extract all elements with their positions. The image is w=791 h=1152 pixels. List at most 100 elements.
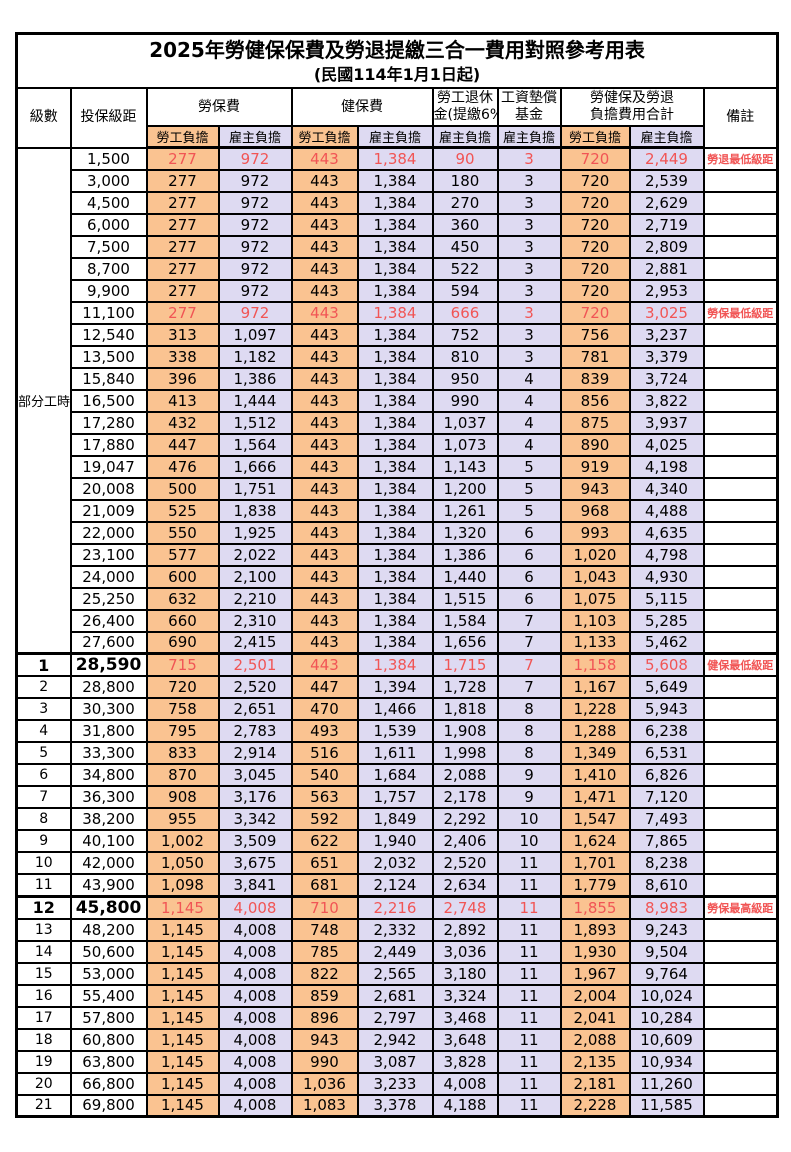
cell-health-employer: 1,384 xyxy=(356,322,434,347)
cell-bracket: 57,800 xyxy=(69,1005,148,1030)
table-row: 25,250 632 2,210 443 1,384 1,515 6 1,075 5,115 xyxy=(17,586,779,611)
cell-health-employer: 2,124 xyxy=(356,873,434,897)
cell-total-employee: 720 xyxy=(559,278,631,303)
cell-health-employer: 1,757 xyxy=(356,785,434,809)
table-row: 18 60,800 1,145 4,008 943 2,942 3,648 11 2,088 10… xyxy=(15,1027,779,1052)
cell-wagefund-employer: 11 xyxy=(496,917,562,942)
table-row: 4 31,800 795 2,783 493 1,539 1,908 8 1,288 6,238 xyxy=(15,719,779,743)
cell-total-employer: 2,629 xyxy=(628,190,705,215)
cell-pension-employer: 2,634 xyxy=(431,873,499,897)
cell-health-employee: 443 xyxy=(290,300,359,325)
cell-labor-employee: 600 xyxy=(145,564,220,589)
cell-health-employee: 443 xyxy=(290,256,359,281)
cell-bracket: 13,500 xyxy=(69,344,148,369)
cell-pension-employer: 1,656 xyxy=(431,630,499,655)
table-row: 27,600 690 2,415 443 1,384 1,656 7 1,133 5,462 xyxy=(17,630,779,655)
cell-remark xyxy=(702,961,779,986)
cell-pension-employer: 990 xyxy=(431,388,499,413)
cell-labor-employer: 4,008 xyxy=(217,917,293,942)
cell-labor-employer: 3,841 xyxy=(217,873,293,897)
cell-level: 21 xyxy=(15,1093,72,1118)
cell-remark xyxy=(702,454,779,479)
cell-total-employer: 3,937 xyxy=(628,410,705,435)
cell-pension-employer: 3,828 xyxy=(431,1049,499,1074)
cell-total-employer: 2,719 xyxy=(628,212,705,237)
cell-health-employer: 1,384 xyxy=(356,586,434,611)
cell-labor-employer: 3,509 xyxy=(217,829,293,853)
cell-labor-employer: 2,651 xyxy=(217,697,293,721)
cell-level: 4 xyxy=(15,719,72,743)
cell-total-employee: 2,228 xyxy=(559,1093,631,1118)
table-row: 2 28,800 720 2,520 447 1,394 1,728 7 1,167 5,649 xyxy=(15,675,779,699)
cell-health-employee: 443 xyxy=(290,630,359,655)
cell-pension-employer: 1,818 xyxy=(431,697,499,721)
cell-health-employee: 443 xyxy=(290,608,359,633)
cell-health-employer: 1,384 xyxy=(356,432,434,457)
table-row: 20,008 500 1,751 443 1,384 1,200 5 943 4,340 xyxy=(17,476,779,501)
cell-total-employer: 5,115 xyxy=(628,586,705,611)
cell-total-employee: 1,043 xyxy=(559,564,631,589)
table-row: 23,100 577 2,022 443 1,384 1,386 6 1,020 4,798 xyxy=(17,542,779,567)
cell-total-employee: 943 xyxy=(559,476,631,501)
cell-labor-employee: 1,145 xyxy=(145,894,220,920)
cell-health-employer: 2,216 xyxy=(356,894,434,920)
cell-wagefund-employer: 6 xyxy=(496,586,562,611)
cell-health-employer: 1,384 xyxy=(356,542,434,567)
cell-pension-employer: 752 xyxy=(431,322,499,347)
cell-health-employer: 1,384 xyxy=(356,498,434,523)
cell-wagefund-employer: 7 xyxy=(496,652,562,677)
cell-bracket: 33,300 xyxy=(69,741,148,765)
cell-health-employer: 1,384 xyxy=(356,520,434,545)
cell-pension-employer: 2,088 xyxy=(431,763,499,787)
page-subtitle: (民國114年1月1日起) xyxy=(313,64,481,84)
cell-remark xyxy=(702,851,779,875)
cell-wagefund-employer: 7 xyxy=(496,630,562,655)
cell-total-employer: 8,610 xyxy=(628,873,705,897)
table-row: 10 42,000 1,050 3,675 651 2,032 2,520 11 1,701 8,… xyxy=(15,851,779,875)
cell-pension-employer: 810 xyxy=(431,344,499,369)
cell-bracket: 48,200 xyxy=(69,917,148,942)
cell-pension-employer: 3,648 xyxy=(431,1027,499,1052)
cell-total-employer: 2,953 xyxy=(628,278,705,303)
cell-total-employer: 9,764 xyxy=(628,961,705,986)
cell-bracket: 28,590 xyxy=(69,652,148,677)
fee-reference-table: 2025年勞健保保費及勞退提繳三合一費用對照參考用表 (民國114年1月1日起)… xyxy=(15,32,780,1118)
cell-labor-employee: 720 xyxy=(145,675,220,699)
cell-remark: 勞保最高級距 xyxy=(702,894,779,920)
cell-remark xyxy=(702,1027,779,1052)
cell-level: 10 xyxy=(15,851,72,875)
cell-labor-employee: 550 xyxy=(145,520,220,545)
cell-pension-employer: 1,515 xyxy=(431,586,499,611)
cell-labor-employer: 3,045 xyxy=(217,763,293,787)
cell-total-employer: 9,243 xyxy=(628,917,705,942)
cell-total-employer: 4,930 xyxy=(628,564,705,589)
cell-total-employee: 839 xyxy=(559,366,631,391)
cell-health-employer: 1,384 xyxy=(356,278,434,303)
cell-total-employer: 6,238 xyxy=(628,719,705,743)
cell-total-employer: 4,488 xyxy=(628,498,705,523)
cell-wagefund-employer: 6 xyxy=(496,542,562,567)
cell-labor-employee: 870 xyxy=(145,763,220,787)
table-row: 11 43,900 1,098 3,841 681 2,124 2,634 11 1,779 8,… xyxy=(15,873,779,897)
cell-total-employer: 2,449 xyxy=(628,146,705,171)
cell-labor-employee: 338 xyxy=(145,344,220,369)
table-row: 7 36,300 908 3,176 563 1,757 2,178 9 1,471 7,120 xyxy=(15,785,779,809)
cell-total-employee: 1,930 xyxy=(559,939,631,964)
cell-pension-employer: 1,908 xyxy=(431,719,499,743)
cell-level: 14 xyxy=(15,939,72,964)
cell-labor-employer: 972 xyxy=(217,190,293,215)
cell-health-employer: 2,797 xyxy=(356,1005,434,1030)
cell-labor-employee: 277 xyxy=(145,256,220,281)
table-row: 5 33,300 833 2,914 516 1,611 1,998 8 1,349 6,531 xyxy=(15,741,779,765)
cell-bracket: 40,100 xyxy=(69,829,148,853)
cell-health-employer: 1,384 xyxy=(356,256,434,281)
cell-remark xyxy=(702,763,779,787)
cell-wagefund-employer: 5 xyxy=(496,454,562,479)
table-row: 19 63,800 1,145 4,008 990 3,087 3,828 11 2,135 10… xyxy=(15,1049,779,1074)
cell-wagefund-employer: 3 xyxy=(496,168,562,193)
cell-bracket: 43,900 xyxy=(69,873,148,897)
table-row: 6,000 277 972 443 1,384 360 3 720 2,719 xyxy=(17,212,779,237)
cell-health-employer: 1,384 xyxy=(356,366,434,391)
cell-labor-employer: 2,210 xyxy=(217,586,293,611)
cell-wagefund-employer: 3 xyxy=(496,278,562,303)
